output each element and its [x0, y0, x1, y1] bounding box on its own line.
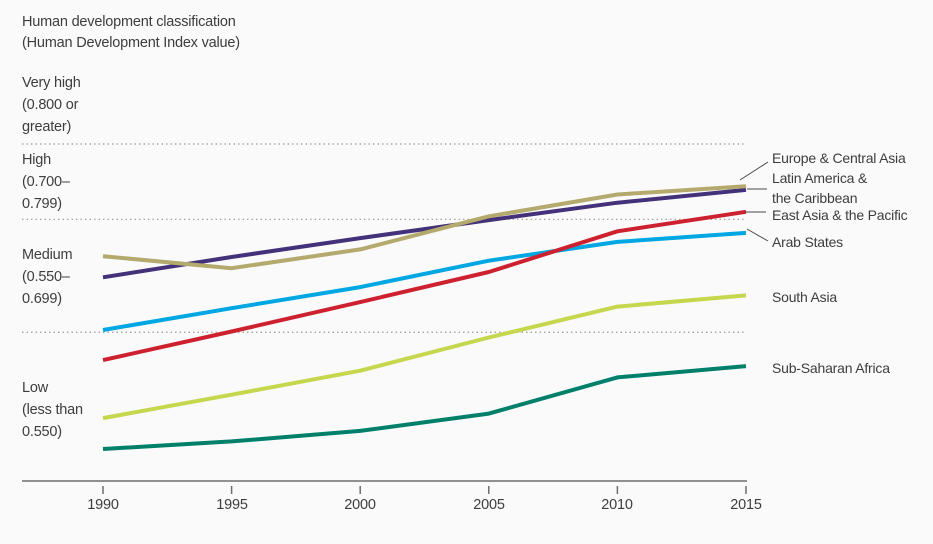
series-label-east-asia-pacific: East Asia & the Pacific: [772, 205, 908, 225]
series-label-text: Europe & Central Asia: [772, 150, 906, 166]
chart-title-line-1: Human development classification: [22, 14, 236, 30]
series-label-arab-states: Arab States: [772, 232, 843, 252]
band-low-line-1: Low: [22, 380, 48, 396]
series-line-europe-central-asia: [102, 184, 747, 271]
x-tick-label-2010: 2010: [601, 497, 633, 513]
x-tick-label-1995: 1995: [216, 497, 248, 513]
band-label-high: High (0.700– 0.799): [22, 149, 122, 215]
series-label-latin-america-caribbean: Latin America & the Caribbean: [772, 168, 867, 208]
x-tick-label-2005: 2005: [473, 497, 505, 513]
series-label-europe-central-asia: Europe & Central Asia: [772, 148, 906, 168]
x-tick-label-2000: 2000: [344, 497, 376, 513]
series-line-sub-saharan-africa: [102, 364, 747, 451]
leader-line-arab-states: [746, 228, 769, 242]
x-tick-label-2015: 2015: [730, 497, 762, 513]
band-low-line-3: 0.550): [22, 424, 62, 440]
chart-title: Human development classification (Human …: [22, 12, 240, 54]
band-very-high-line-1: Very high: [22, 75, 81, 91]
band-medium-line-3: 0.699): [22, 291, 62, 307]
series-line-south-asia: [102, 293, 747, 421]
leader-line-europe-central-asia: [739, 161, 769, 181]
series-label-text: Arab States: [772, 234, 843, 250]
band-high-line-1: High: [22, 152, 52, 168]
band-very-high-line-2: (0.800 or: [22, 97, 79, 113]
series-line-arab-states: [102, 230, 747, 332]
series-label-text: South Asia: [772, 289, 837, 305]
band-low-line-2: (less than: [22, 402, 83, 418]
x-tick-label-1990: 1990: [87, 497, 119, 513]
series-label-south-asia: South Asia: [772, 287, 837, 307]
series-label-text: East Asia & the Pacific: [772, 207, 908, 223]
series-line-east-asia-pacific: [102, 209, 747, 363]
band-medium-line-2: (0.550–: [22, 269, 70, 285]
band-label-very-high: Very high (0.800 or greater): [22, 72, 122, 138]
series-label-sub-saharan-africa: Sub-Saharan Africa: [772, 358, 890, 378]
band-label-medium: Medium (0.550– 0.699): [22, 244, 122, 310]
band-very-high-line-3: greater): [22, 119, 72, 135]
series-label-text: the Caribbean: [772, 190, 858, 206]
series-label-text: Sub-Saharan Africa: [772, 360, 890, 376]
band-high-line-3: 0.799): [22, 196, 62, 212]
series-label-text: Latin America &: [772, 170, 868, 186]
band-medium-line-1: Medium: [22, 247, 73, 263]
series-line-latin-america-caribbean: [102, 187, 747, 280]
band-label-low: Low (less than 0.550): [22, 377, 122, 443]
chart-title-line-2: (Human Development Index value): [22, 35, 240, 51]
band-high-line-2: (0.700–: [22, 174, 70, 190]
